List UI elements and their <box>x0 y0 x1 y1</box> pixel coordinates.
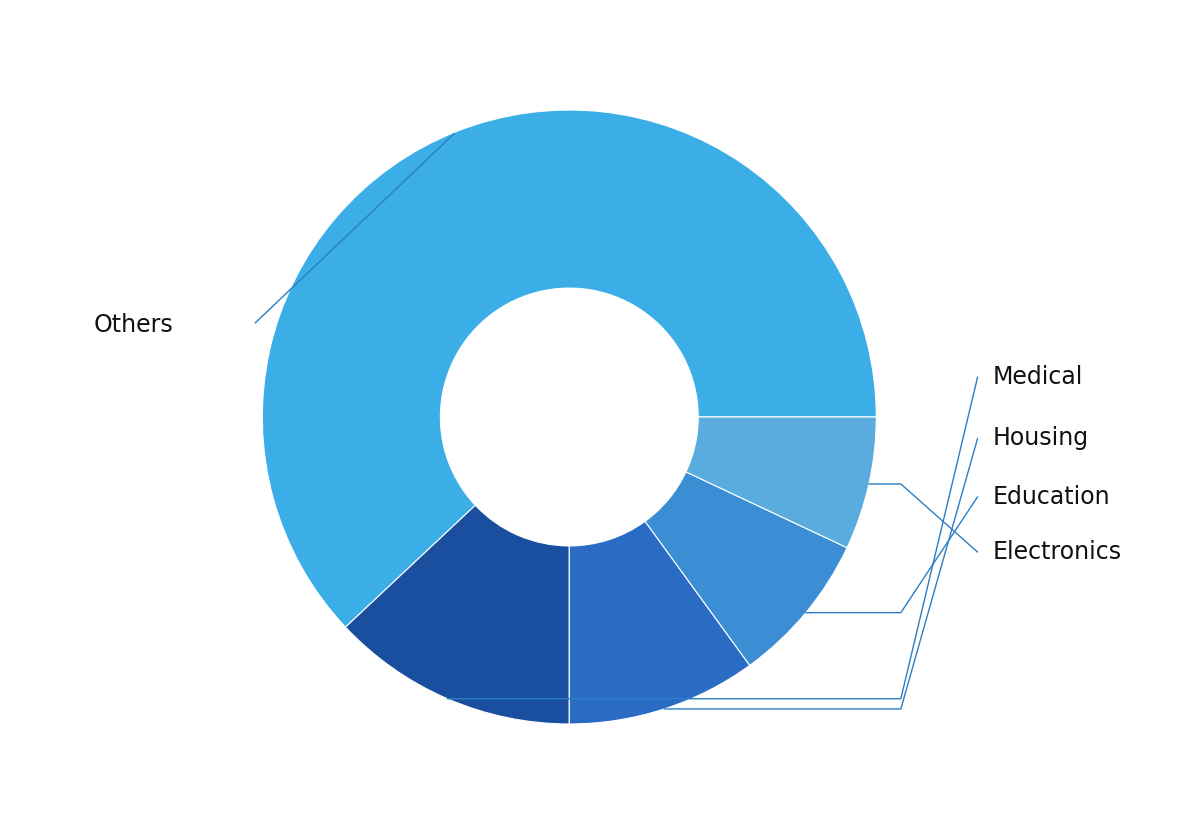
Text: Electronics: Electronics <box>992 540 1122 564</box>
Wedge shape <box>686 417 876 548</box>
Text: Education: Education <box>992 485 1110 509</box>
Text: Housing: Housing <box>992 426 1090 450</box>
Wedge shape <box>263 110 876 627</box>
Wedge shape <box>346 505 569 724</box>
Text: Others: Others <box>94 313 173 337</box>
Wedge shape <box>646 472 847 666</box>
Wedge shape <box>569 521 750 724</box>
Text: Medical: Medical <box>992 365 1084 389</box>
